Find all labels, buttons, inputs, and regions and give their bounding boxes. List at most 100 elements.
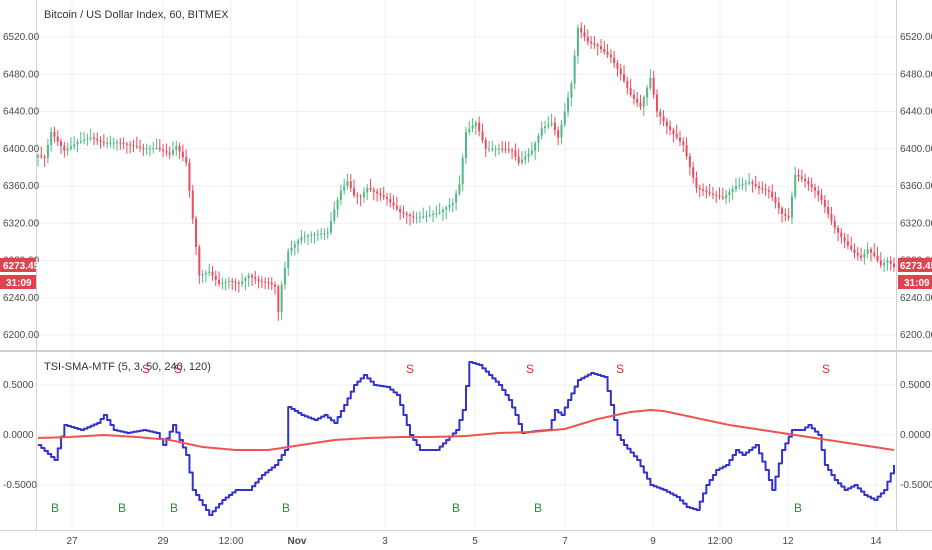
candle-body [573,55,576,84]
candle-body [810,184,813,188]
candle-body [731,189,734,193]
candle-body [119,142,122,144]
candle-body [96,138,99,141]
candle-body [767,190,770,192]
candle-body [889,260,892,264]
candle-body [376,191,379,194]
candle-body [883,262,886,266]
sell-signal-marker: S [526,362,534,376]
candle-body [850,245,853,250]
candle-body [784,213,787,216]
candle-body [837,227,840,233]
price-tick-label-left: 6200.00 [3,330,40,341]
grid-lines [37,0,896,530]
candle-body [198,246,201,276]
candle-body [804,178,807,182]
candle-body [89,137,92,139]
candle-body [86,138,89,140]
candle-body [56,136,59,142]
candle-body [823,199,826,207]
candle-body [63,145,66,151]
candle-body [142,147,145,149]
candle-body [827,206,830,214]
candle-body [346,181,349,186]
last-price-tag-left: 6273.45 31:09 [0,258,40,289]
candle-body [543,126,547,129]
candle-body [675,133,678,138]
price-tick-label-left: 6360.00 [3,181,40,192]
candle-body [879,260,882,266]
candle-body [191,190,194,219]
candle-body [560,124,563,138]
candle-body [563,111,566,125]
buy-signal-marker: B [170,501,178,515]
candle-body [158,147,161,150]
candle-body [247,275,250,279]
buy-signal-marker: B [118,501,126,515]
candle-body [797,174,800,177]
candle-body [168,152,171,155]
candle-body [297,240,300,245]
candle-body [162,149,165,152]
candle-body [721,196,724,199]
candle-body [478,122,481,132]
candle-body [326,232,329,234]
candle-body [306,235,309,237]
price-tick-label-left: 6480.00 [3,69,40,80]
candle-body [76,142,79,145]
candle-body [764,189,767,191]
candle-body [547,124,550,127]
candle-body [46,145,49,159]
candle-body [257,279,260,281]
candle-body [40,155,43,157]
candle-body [178,145,181,152]
candle-body [751,182,754,185]
candle-body [840,232,843,238]
candle-body [794,174,797,197]
candle-body [254,277,257,280]
time-tick-label: 14 [870,536,882,547]
candle-body [567,97,570,112]
candle-body [409,214,412,217]
candle-body [553,122,556,131]
indicator-tick-label-left: 0.0000 [3,430,34,441]
candle-body [129,144,132,146]
candle-body [267,282,270,284]
candle-body [590,41,593,44]
candle-body [734,186,737,190]
candle-body [208,271,211,273]
candle-body [231,280,234,282]
candle-body [702,189,705,191]
candle-body [425,215,428,217]
candle-body [181,151,184,158]
candle-body [540,128,543,136]
candle-body [678,137,682,142]
candle-body [175,145,178,151]
candle-body [451,202,454,206]
candle-body [520,159,523,163]
candle-body [372,189,375,192]
candle-body [366,187,369,193]
candle-body [491,148,494,150]
candle-body [349,181,352,189]
candle-body [461,158,464,185]
svg-text:6273.45: 6273.45 [900,261,932,272]
candle-body [224,281,227,283]
candle-body [665,121,668,127]
sell-signal-marker: S [174,362,182,376]
candle-body [695,177,698,188]
time-tick-label: 9 [650,536,656,547]
candle-body [527,153,530,157]
candle-body [820,195,823,200]
candle-body [211,271,214,276]
candle-body [866,249,869,254]
candle-body [481,131,484,141]
candle-body [333,209,336,221]
sell-signal-marker: S [142,362,150,376]
candle-body [270,282,273,285]
tsi-signal-line [37,409,895,451]
candle-body [488,148,491,150]
price-tick-label-right: 6200.00 [900,330,932,341]
candle-body [145,148,148,150]
candle-body [711,193,714,195]
